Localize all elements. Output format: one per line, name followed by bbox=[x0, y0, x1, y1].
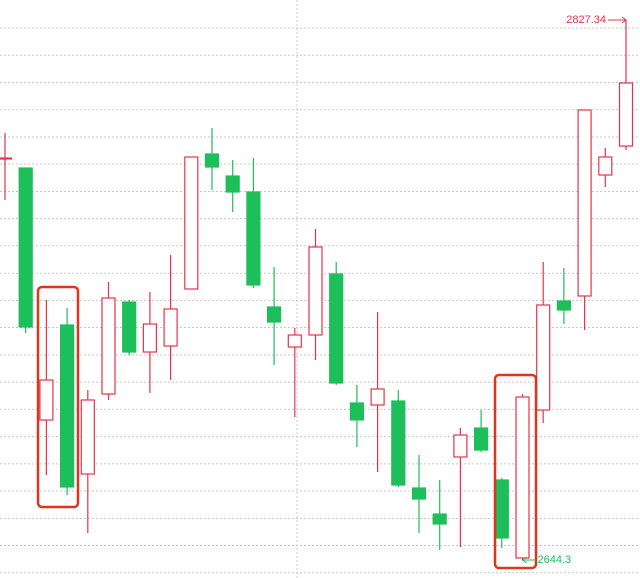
candle-body bbox=[246, 191, 261, 286]
candle-body bbox=[556, 300, 572, 311]
candle-body bbox=[453, 434, 468, 458]
candle-body bbox=[0, 157, 13, 160]
candle-body bbox=[163, 308, 178, 347]
candle-body bbox=[59, 324, 75, 488]
candle-body bbox=[225, 175, 240, 193]
candle-body bbox=[411, 487, 427, 500]
candle-body bbox=[515, 396, 530, 559]
candle-body bbox=[122, 301, 137, 353]
candle-body bbox=[474, 427, 489, 451]
candle-body bbox=[18, 167, 33, 328]
highlight-box bbox=[493, 373, 538, 570]
annotation-arrowhead bbox=[621, 16, 627, 24]
candle-body bbox=[329, 273, 344, 384]
candle-body bbox=[184, 156, 199, 290]
candle-body bbox=[267, 306, 282, 323]
candle-body bbox=[598, 156, 613, 176]
candle-body bbox=[349, 402, 364, 421]
plot: 2827.34 2644.3 bbox=[0, 14, 640, 574]
candle-body bbox=[432, 513, 447, 525]
candle-body bbox=[142, 323, 157, 353]
candle-body bbox=[287, 334, 302, 348]
candle-body bbox=[204, 153, 220, 168]
candle-body bbox=[618, 82, 634, 147]
candle-body bbox=[577, 109, 592, 297]
annotation-label: 2827.34 bbox=[566, 14, 606, 26]
candle-body bbox=[391, 400, 406, 486]
candle-body bbox=[494, 479, 509, 539]
candle-body bbox=[370, 388, 385, 406]
candle-body bbox=[80, 399, 95, 475]
candle-body bbox=[536, 304, 551, 411]
candle-body bbox=[39, 379, 54, 421]
candle-body bbox=[101, 297, 116, 395]
highlight-box bbox=[36, 285, 80, 509]
annotation-arrowhead bbox=[521, 556, 527, 564]
annotation-label: 2644.3 bbox=[538, 554, 572, 566]
candle-body bbox=[308, 246, 323, 336]
